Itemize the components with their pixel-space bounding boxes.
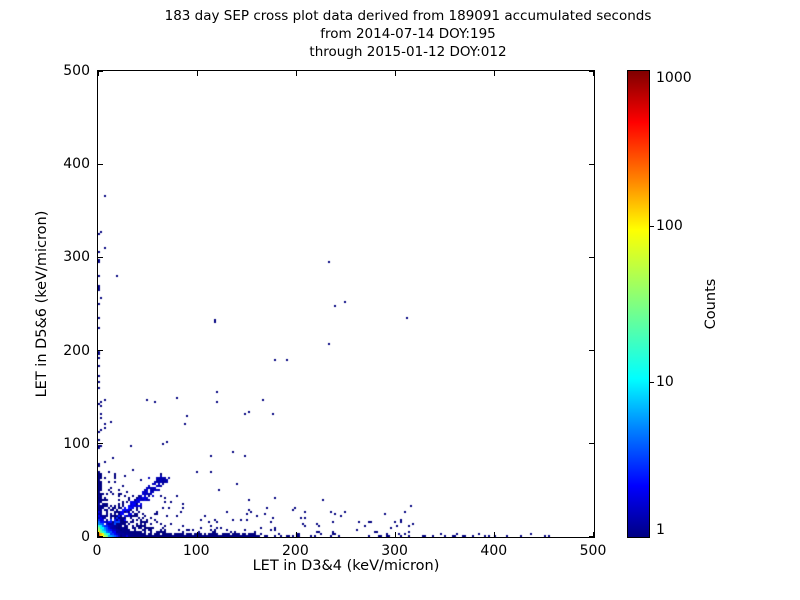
plot-area [97, 70, 595, 538]
y-tick-label: 300 [63, 249, 90, 266]
x-tick-label: 300 [381, 543, 408, 559]
tick-mark [593, 532, 594, 537]
x-tick-label: 500 [579, 543, 607, 559]
chart-title-line1: 183 day SEP cross plot data derived from… [164, 8, 652, 24]
y-tick-label: 100 [63, 435, 90, 452]
tick-mark [494, 532, 496, 537]
colorbar-tick-mark [650, 225, 654, 227]
y-axis-label: LET in D5&6 (keV/micron) [34, 210, 50, 398]
tick-mark [395, 532, 397, 537]
colorbar-tick-label: 10 [656, 374, 674, 390]
tick-mark [98, 536, 103, 537]
colorbar-tick-mark [650, 381, 654, 383]
y-tick-label: 200 [63, 342, 90, 359]
x-tick-label: 0 [92, 543, 102, 559]
tick-mark [589, 350, 594, 352]
colorbar-gradient [627, 70, 650, 538]
y-tick-label: 400 [63, 156, 90, 173]
y-tick-label: 500 [63, 63, 90, 79]
chart-title-line3: through 2015-01-12 DOY:012 [309, 44, 507, 60]
colorbar-tick-label: 100 [656, 218, 683, 234]
tick-mark [196, 532, 198, 537]
tick-mark [98, 443, 103, 445]
x-tick-label: 400 [480, 543, 508, 559]
x-tick-label: 100 [182, 543, 210, 559]
colorbar-label: Counts [703, 278, 719, 330]
tick-mark [98, 350, 103, 352]
x-axis-label: LET in D3&4 (keV/micron) [252, 558, 440, 574]
tick-mark [589, 71, 594, 72]
tick-mark [295, 71, 297, 76]
colorbar-tick-label: 1000 [656, 70, 692, 86]
tick-mark [295, 532, 297, 537]
tick-mark [98, 71, 99, 76]
tick-mark [494, 71, 496, 76]
x-axis-ticks: 0 100 200 300 400 500 [93, 543, 607, 561]
tick-mark [196, 71, 198, 76]
chart-title: 183 day SEP cross plot data derived from… [16, 7, 800, 61]
tick-mark [589, 256, 594, 258]
y-axis-ticks: 0 100 200 300 400 500 [30, 63, 90, 545]
colorbar-ticks: 1 10 100 1000 [656, 70, 716, 538]
tick-mark [589, 443, 594, 445]
y-tick-label: 0 [81, 529, 90, 545]
tick-mark [98, 532, 99, 537]
tick-mark [589, 536, 594, 537]
tick-mark [589, 163, 594, 165]
colorbar-tick-label: 1 [656, 522, 665, 538]
tick-mark [98, 163, 103, 165]
tick-mark [395, 71, 397, 76]
chart-title-line2: from 2014-07-14 DOY:195 [320, 26, 496, 42]
scatter-canvas [98, 71, 594, 537]
x-tick-label: 200 [282, 543, 309, 559]
tick-mark [593, 71, 594, 76]
tick-mark [98, 71, 103, 72]
tick-mark [98, 256, 103, 258]
